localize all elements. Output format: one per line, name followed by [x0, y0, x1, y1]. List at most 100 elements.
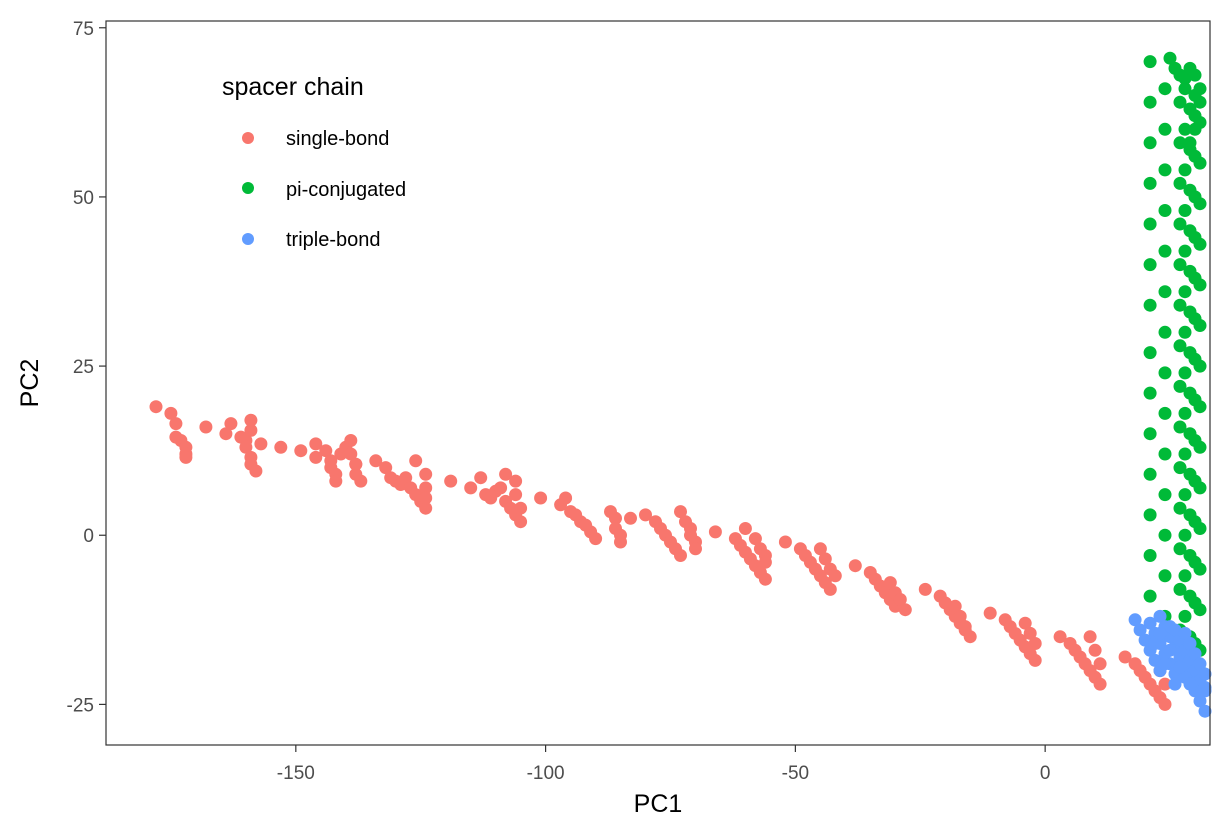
pi-conjugated-point-85 [1178, 163, 1192, 177]
single-bond-point-38 [379, 461, 393, 475]
single-bond-point-7 [179, 450, 193, 464]
single-bond-point-2 [169, 417, 183, 431]
pi-conjugated-point-103 [1188, 352, 1202, 366]
single-bond-point-76 [609, 511, 622, 525]
y-tick-label-3: 50 [73, 188, 94, 209]
single-bond-point-74 [589, 532, 603, 546]
single-bond-point-152 [1053, 630, 1067, 644]
triple-bond-point-32 [1183, 637, 1197, 650]
single-bond-point-129 [898, 603, 912, 617]
pi-conjugated-point-42 [1143, 346, 1157, 360]
single-bond-point-10 [224, 417, 238, 431]
single-bond-point-102 [738, 522, 752, 535]
single-bond-point-35 [354, 474, 368, 488]
pi-conjugated-point-68 [1158, 528, 1172, 542]
single-bond-point-106 [758, 555, 772, 569]
single-bond-point-119 [848, 559, 862, 573]
single-bond-point-0 [149, 400, 163, 414]
triple-bond-point-39 [1168, 677, 1182, 691]
pi-conjugated-point-94 [1178, 528, 1192, 542]
pi-conjugated-point-58 [1158, 447, 1172, 461]
legend-swatch-single-bond [242, 132, 254, 144]
triple-bond-point-44 [1183, 677, 1197, 691]
single-bond-point-17 [244, 423, 258, 437]
single-bond-point-32 [344, 447, 358, 461]
single-bond-point-65 [514, 501, 528, 515]
pi-conjugated-point-102 [1188, 312, 1202, 326]
pi-conjugated-point-19 [1173, 136, 1187, 150]
triple-bond-point-37 [1148, 637, 1162, 650]
pi-conjugated-point-48 [1158, 366, 1172, 380]
single-bond-point-140 [958, 620, 972, 634]
single-bond-point-162 [1093, 657, 1107, 671]
single-bond-point-114 [823, 582, 837, 596]
single-bond-point-64 [509, 488, 523, 502]
triple-bond-point-24 [1168, 623, 1182, 637]
single-bond-point-61 [514, 515, 528, 529]
pi-conjugated-point-88 [1178, 285, 1192, 299]
pi-conjugated-point-52 [1143, 427, 1157, 441]
pi-conjugated-point-17 [1143, 136, 1157, 150]
triple-bond-point-46 [1163, 643, 1177, 657]
pi-conjugated-point-4 [1178, 72, 1192, 85]
single-bond-point-126 [883, 576, 897, 590]
x-tick-label-3: 0 [1040, 763, 1051, 784]
single-bond-point-48 [419, 467, 433, 481]
pi-conjugated-point-1 [1163, 51, 1177, 65]
single-bond-point-68 [559, 491, 573, 505]
pi-conjugated-point-27 [1143, 217, 1157, 231]
pi-conjugated-point-83 [1178, 82, 1192, 96]
single-bond-point-49 [419, 481, 433, 495]
triple-bond-point-47 [1153, 626, 1167, 640]
pi-conjugated-point-37 [1143, 298, 1157, 312]
single-bond-point-24 [319, 444, 333, 458]
pi-conjugated-point-99 [1188, 190, 1202, 204]
y-tick-label-4: 75 [73, 19, 94, 40]
single-bond-point-88 [674, 505, 687, 519]
single-bond-point-137 [963, 630, 977, 644]
single-bond-point-128 [893, 593, 907, 606]
pi-conjugated-point-87 [1178, 244, 1192, 258]
single-bond-point-50 [419, 491, 433, 505]
single-bond-point-107 [778, 535, 792, 549]
single-bond-point-79 [614, 535, 627, 549]
series-single-bond [149, 400, 1172, 711]
pi-conjugated-point-96 [1178, 609, 1192, 623]
pi-conjugated-point-62 [1143, 508, 1157, 522]
pi-conjugated-point-12 [1143, 95, 1157, 109]
single-bond-point-151 [1028, 637, 1042, 650]
single-bond-point-80 [624, 511, 637, 525]
single-bond-point-57 [494, 481, 508, 495]
triple-bond-point-35 [1198, 667, 1212, 681]
single-bond-point-160 [1083, 630, 1097, 644]
single-bond-point-93 [689, 542, 702, 556]
pi-conjugated-point-67 [1143, 549, 1157, 562]
single-bond-point-19 [254, 437, 268, 451]
pi-conjugated-point-97 [1188, 88, 1202, 102]
pi-conjugated-point-14 [1173, 95, 1187, 109]
pi-conjugated-point-49 [1173, 379, 1187, 393]
single-bond-point-46 [419, 501, 433, 515]
axes-layer: -150 -100 -50 0 -25 0 25 50 75 [67, 19, 1051, 784]
pi-conjugated-point-28 [1158, 204, 1172, 217]
pi-conjugated-point-54 [1173, 420, 1187, 434]
single-bond-point-87 [674, 549, 687, 562]
triple-bond-point-33 [1188, 647, 1202, 661]
points-layer [149, 51, 1212, 718]
triple-bond-point-0 [1128, 613, 1142, 627]
single-bond-point-9 [219, 427, 233, 441]
single-bond-point-81 [639, 508, 652, 522]
pi-conjugated-point-74 [1173, 582, 1187, 596]
pi-conjugated-point-43 [1158, 325, 1172, 339]
pi-conjugated-point-53 [1158, 406, 1172, 420]
pi-conjugated-point-86 [1178, 204, 1192, 217]
pi-conjugated-point-22 [1143, 176, 1157, 190]
single-bond-point-161 [1088, 643, 1102, 657]
single-bond-point-1 [164, 406, 178, 420]
single-bond-point-23 [309, 450, 323, 464]
pi-conjugated-point-23 [1158, 163, 1172, 177]
pi-conjugated-point-105 [1188, 434, 1202, 447]
pi-conjugated-point-59 [1173, 461, 1187, 475]
single-bond-point-139 [953, 609, 967, 623]
